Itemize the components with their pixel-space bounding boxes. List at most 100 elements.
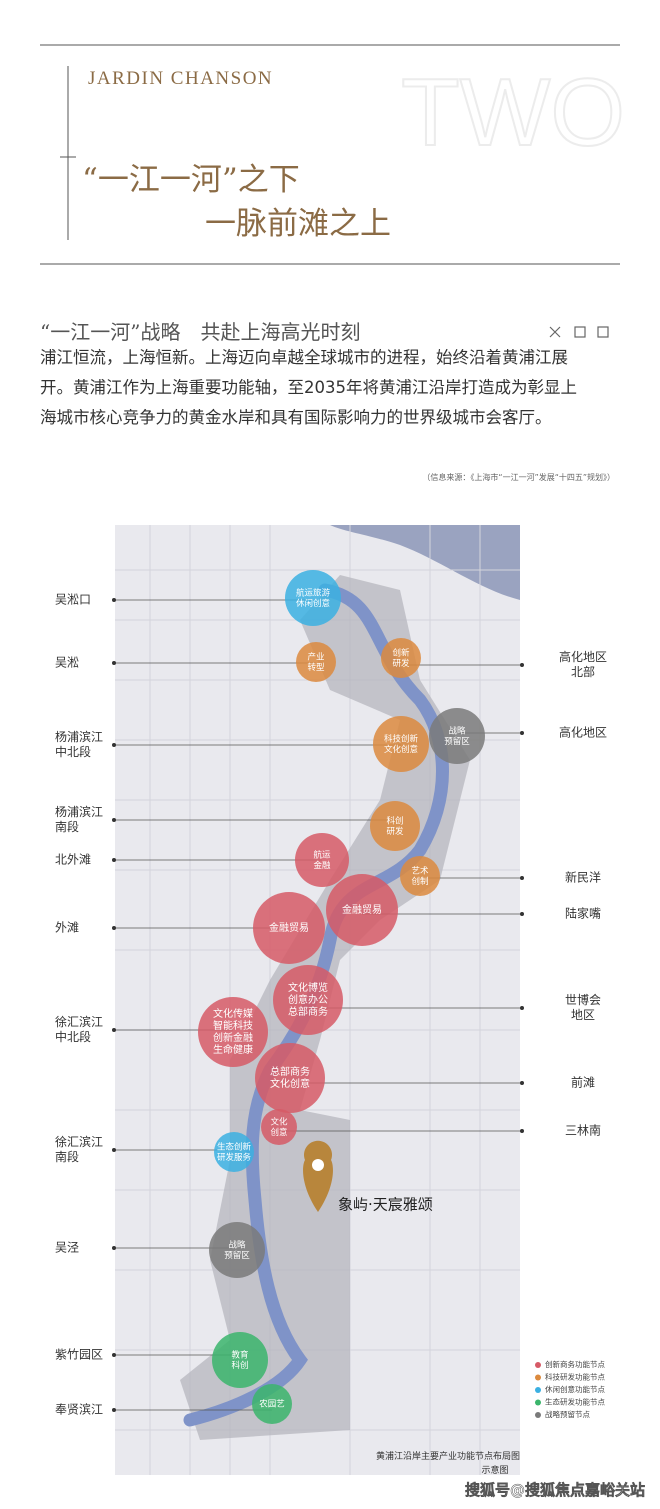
node-label: 文化创意	[270, 1077, 310, 1090]
left-label: 紫竹园区	[55, 1348, 103, 1362]
node-label: 金融贸易	[269, 921, 309, 934]
left-label: 吴泾	[55, 1241, 79, 1255]
legend-dot	[535, 1387, 541, 1393]
right-label: 新民洋	[565, 870, 601, 885]
leader-dot	[112, 1028, 116, 1032]
legend-dot	[535, 1362, 541, 1368]
node	[295, 833, 349, 887]
caption: 示意图	[481, 1464, 508, 1476]
left-label: 北外滩	[55, 853, 91, 867]
legend-dot	[535, 1412, 541, 1418]
node	[252, 1384, 292, 1424]
right-label: 地区	[571, 1008, 595, 1022]
node-label: 生态创新	[217, 1141, 252, 1152]
legend-label: 科技研发功能节点	[545, 1372, 605, 1382]
leader-dot	[112, 743, 116, 747]
legend-dot	[535, 1374, 541, 1381]
leader-dot	[520, 663, 524, 667]
leader-dot	[112, 926, 116, 930]
node	[261, 1109, 297, 1145]
left-label: 南段	[55, 1149, 79, 1164]
right-label: 三林南	[565, 1123, 601, 1138]
right-label: 北部	[571, 664, 595, 679]
left-label: 杨浦滨江	[55, 804, 103, 819]
node-label: 农园艺	[259, 1399, 285, 1410]
left-label: 奉贤滨江	[55, 1402, 103, 1417]
source: （信息来源：《上海市“一江一河”发展“十四五”规划》）	[422, 472, 615, 482]
leader-dot	[112, 858, 116, 862]
left-label: 徐汇滨江	[55, 1134, 103, 1149]
node-label: 创新	[392, 647, 410, 658]
leader-dot	[520, 731, 524, 735]
legend-label: 休闲创意功能节点	[545, 1384, 605, 1394]
node-label: 预留区	[224, 1250, 250, 1261]
node-label: 战略	[448, 725, 466, 736]
node-label: 预留区	[444, 736, 470, 747]
node-label: 航运旅游	[296, 587, 331, 598]
left-label: 吴淞口	[55, 593, 91, 607]
pin-hole	[312, 1159, 324, 1171]
right-label: 前滩	[571, 1075, 595, 1090]
paragraph: 浦江恒流，上海恒新。上海迈向卓越全球城市的进程，始终沿着黄浦江展	[40, 348, 568, 367]
node	[198, 997, 268, 1067]
node	[209, 1222, 265, 1278]
left-label: 中北段	[55, 1029, 91, 1044]
node	[373, 716, 429, 772]
node-label: 创意办公	[288, 993, 328, 1006]
node-label: 教育	[231, 1349, 248, 1360]
node-label: 休闲创意	[296, 598, 330, 609]
node-label: 创意	[270, 1127, 287, 1138]
node	[253, 892, 325, 964]
section-heading: “一江一河”战略 共赴上海高光时刻	[40, 320, 360, 344]
node	[285, 570, 341, 626]
node	[370, 801, 420, 851]
leader-dot	[112, 1246, 116, 1250]
node-label: 总部商务	[288, 1005, 328, 1018]
caption: 黄浦江沿岸主要产业功能节点布局图	[376, 1450, 520, 1462]
legend-dot	[535, 1399, 541, 1406]
paragraph: 海城市核心竞争力的黄金水岸和具有国际影响力的世界级城市会客厅。	[40, 408, 552, 427]
leader-dot	[520, 876, 524, 880]
node-label: 文化	[270, 1116, 288, 1127]
node-label: 科创	[231, 1360, 248, 1371]
node-label: 创新金融	[213, 1031, 253, 1044]
right-label: 高化地区	[559, 725, 607, 740]
node	[381, 638, 421, 678]
node-label: 航运	[313, 849, 331, 860]
left-label: 徐汇滨江	[55, 1014, 103, 1029]
node	[429, 708, 485, 764]
node-label: 战略	[228, 1239, 246, 1250]
node-label: 科创	[386, 815, 403, 826]
node-label: 金融贸易	[342, 903, 382, 916]
pin	[303, 1140, 333, 1212]
node	[326, 874, 398, 946]
footer-watermark: 搜狐号@搜狐焦点嘉峪关站	[465, 1481, 645, 1499]
node-label: 转型	[307, 662, 325, 673]
leader-dot	[520, 1081, 524, 1085]
legend-label: 生态研发功能节点	[545, 1397, 605, 1407]
paragraph: 开。黄浦江作为上海重要功能轴，至2035年将黄浦江沿岸打造成为彰显上	[40, 378, 577, 397]
leader-dot	[520, 912, 524, 916]
left-label: 南段	[55, 819, 79, 834]
node-label: 总部商务	[270, 1065, 310, 1078]
node	[273, 965, 343, 1035]
leader-dot	[112, 1148, 116, 1152]
pin-label: 象屿·天宸雅颂	[338, 1196, 433, 1214]
title: 一脉前滩之上	[205, 206, 391, 242]
node-label: 文化博览	[288, 981, 328, 994]
left-label: 杨浦滨江	[55, 729, 103, 744]
leader-dot	[112, 818, 116, 822]
node	[255, 1043, 325, 1113]
node	[212, 1332, 268, 1388]
node-label: 研发服务	[217, 1152, 252, 1163]
node-label: 研发	[386, 826, 404, 837]
node-label: 智能科技	[213, 1019, 253, 1032]
watermark: TWO	[401, 59, 625, 166]
node-label: 研发	[392, 658, 410, 669]
node-label: 产业	[307, 651, 324, 662]
leader-dot	[112, 1408, 116, 1412]
icons	[549, 326, 609, 338]
node-label: 金融	[313, 860, 331, 871]
leader-dot	[112, 598, 116, 602]
